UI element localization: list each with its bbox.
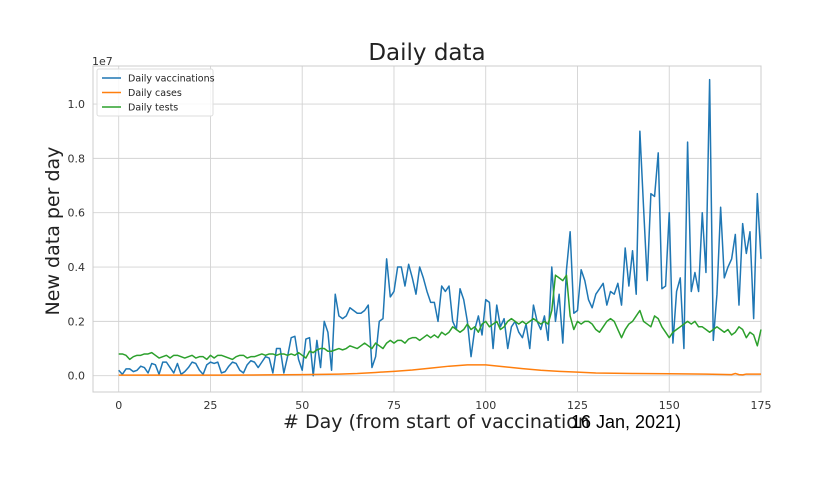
y-ticks: 0.0 0.2 0.4 0.6 0.8 1.0: [68, 98, 86, 383]
legend-box: [96, 68, 214, 117]
legend-label: Daily cases: [128, 88, 182, 99]
x-tick-label: 175: [751, 399, 772, 412]
x-tick-label: 25: [203, 399, 217, 412]
series-lines: [118, 78, 762, 377]
series-line-daily-cases: [118, 364, 761, 376]
y-offset-label: 1e7: [92, 55, 113, 68]
x-tick-label: 0: [115, 399, 122, 412]
y-tick-label: 0.8: [68, 152, 86, 165]
legend: Daily vaccinations Daily cases Daily tests: [96, 68, 215, 117]
x-tick-label: 75: [387, 399, 401, 412]
x-tick-label: 100: [475, 399, 496, 412]
x-tick-label: 125: [567, 399, 588, 412]
series-line-daily-vaccinations: [118, 78, 762, 377]
x-axis-label: # Day (from start of vaccination: [283, 411, 590, 433]
chart-title: Daily data: [368, 40, 485, 66]
y-axis-label: New data per day: [42, 147, 64, 316]
x-tick-label: 150: [659, 399, 680, 412]
x-tick-label: 50: [295, 399, 309, 412]
y-tick-label: 0.2: [68, 315, 86, 328]
legend-label: Daily tests: [128, 103, 178, 114]
x-ticks: 0 25 50 75 100 125 150 175: [115, 399, 771, 412]
plot-frame: [92, 65, 762, 393]
y-tick-label: 0.0: [68, 370, 86, 383]
grid: [93, 66, 762, 392]
y-tick-label: 0.4: [68, 261, 86, 274]
legend-label: Daily vaccinations: [128, 74, 215, 85]
x-axis-label-suffix: 16 Jan, 2021): [571, 412, 681, 432]
y-tick-label: 0.6: [68, 207, 86, 220]
y-tick-label: 1.0: [68, 98, 86, 111]
series-line-daily-tests: [118, 274, 762, 361]
